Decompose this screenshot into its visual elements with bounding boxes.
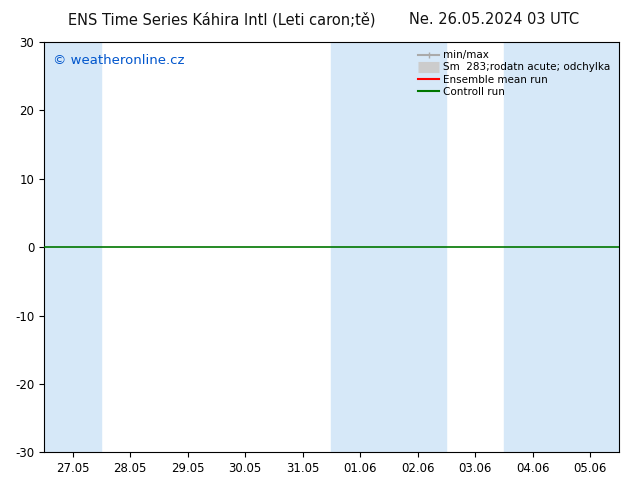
Bar xyxy=(504,42,562,452)
Bar xyxy=(389,42,446,452)
Bar xyxy=(44,42,101,452)
Text: © weatheronline.cz: © weatheronline.cz xyxy=(53,54,184,67)
Text: Ne. 26.05.2024 03 UTC: Ne. 26.05.2024 03 UTC xyxy=(410,12,579,27)
Bar xyxy=(332,42,389,452)
Legend: min/max, Sm  283;rodatn acute; odchylka, Ensemble mean run, Controll run: min/max, Sm 283;rodatn acute; odchylka, … xyxy=(415,47,614,100)
Bar xyxy=(562,42,619,452)
Text: ENS Time Series Káhira Intl (Leti caron;tě): ENS Time Series Káhira Intl (Leti caron;… xyxy=(68,12,376,28)
